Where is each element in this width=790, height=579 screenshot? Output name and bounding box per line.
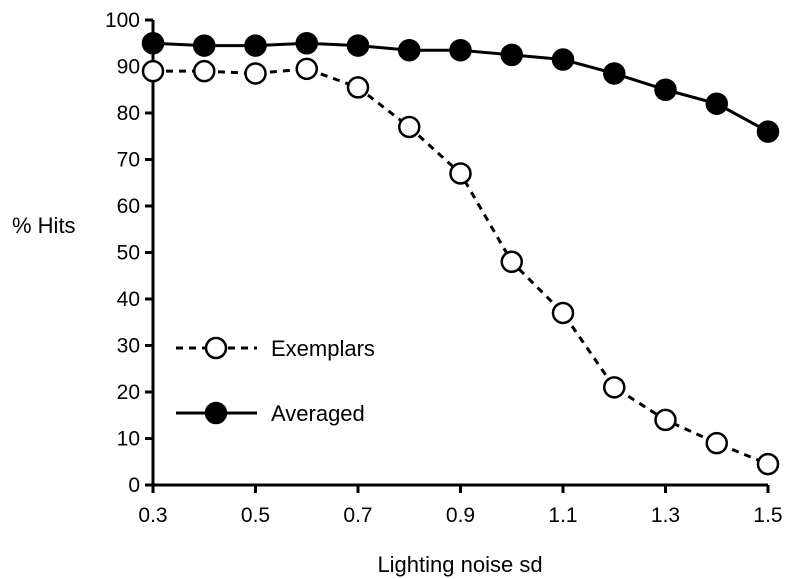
data-point <box>500 250 523 274</box>
data-point <box>295 57 318 81</box>
data-point <box>346 76 370 99</box>
y-tick-label: 30 <box>117 335 140 358</box>
x-tick-label: 1.1 <box>548 504 577 527</box>
data-series <box>141 32 780 476</box>
series-line <box>153 67 769 466</box>
x-tick-label: 1.3 <box>651 504 680 527</box>
data-point <box>398 38 421 62</box>
data-point <box>603 62 626 85</box>
x-tick-label: 0.3 <box>138 504 167 527</box>
x-tick-label: 0.5 <box>241 504 270 527</box>
data-point <box>141 32 165 55</box>
axes: 0 10 20 30 40 50 60 70 80 90 100 0.3 0.5 0.7 0.9 1.1 1.3… <box>105 9 783 527</box>
legend-item-averaged: Averaged <box>176 401 365 426</box>
legend: Exemplars Averaged <box>176 336 375 426</box>
data-point <box>654 408 677 432</box>
x-axis-label: Lighting noise sd <box>377 552 542 577</box>
y-tick-label: 90 <box>117 56 140 79</box>
data-point <box>705 92 728 115</box>
y-tick-label: 0 <box>128 474 140 497</box>
data-point <box>449 38 472 62</box>
data-point <box>346 34 370 57</box>
data-point <box>193 34 216 57</box>
x-tick-label: 1.5 <box>753 504 782 527</box>
x-axis-title: Lighting noise sd <box>377 552 542 577</box>
data-point <box>756 452 780 476</box>
legend-label: Exemplars <box>271 336 375 361</box>
data-point <box>500 43 523 67</box>
data-point <box>551 48 575 71</box>
x-tick-label: 0.9 <box>446 504 475 527</box>
data-point <box>398 115 421 139</box>
y-tick-label: 20 <box>117 381 140 404</box>
data-point <box>244 34 267 57</box>
data-point <box>295 32 318 55</box>
data-point <box>603 376 626 399</box>
data-point <box>551 301 575 325</box>
data-point <box>654 78 677 101</box>
y-tick-label: 100 <box>105 9 140 32</box>
data-point <box>141 59 165 83</box>
data-point <box>756 120 780 143</box>
series-exemplars <box>141 57 780 476</box>
y-tick-label: 10 <box>117 428 140 451</box>
y-axis-title: % Hits <box>12 213 76 238</box>
data-point <box>449 162 472 185</box>
data-point <box>193 59 216 83</box>
x-tick-label: 0.7 <box>343 504 372 527</box>
legend-marker <box>204 336 228 360</box>
data-point <box>705 431 728 455</box>
y-tick-label: 40 <box>117 288 140 311</box>
y-tick-label: 50 <box>117 242 140 265</box>
series-averaged <box>141 32 780 143</box>
legend-item-exemplars: Exemplars <box>176 336 375 361</box>
data-point <box>244 62 267 85</box>
y-axis-label: % Hits <box>12 213 76 238</box>
legend-marker <box>204 401 228 425</box>
y-tick-label: 60 <box>117 195 140 218</box>
y-tick-label: 80 <box>117 102 140 125</box>
y-tick-label: 70 <box>117 149 140 172</box>
legend-label: Averaged <box>271 401 365 426</box>
